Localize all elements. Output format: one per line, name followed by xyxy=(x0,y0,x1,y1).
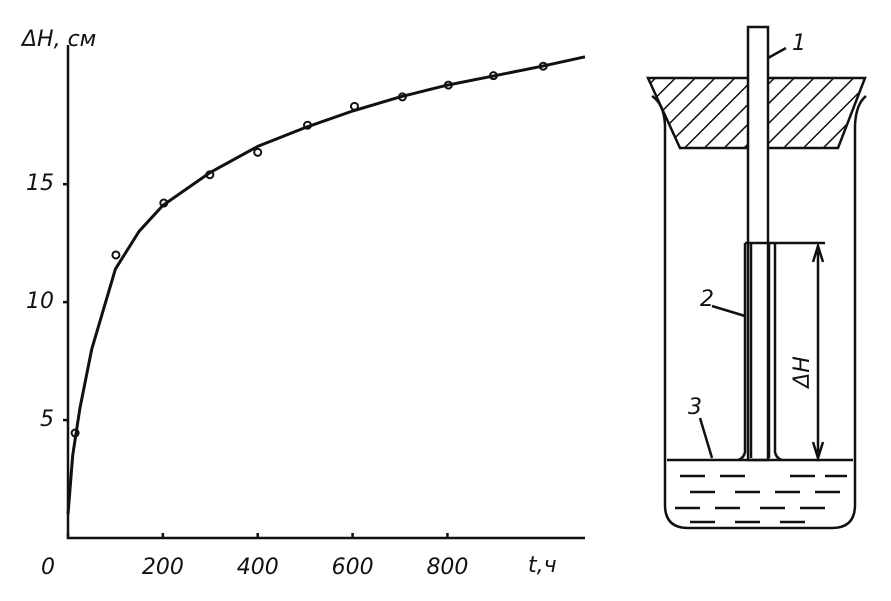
fit-curve xyxy=(66,55,586,515)
x-tick-label: 800 xyxy=(426,555,468,580)
y-tick-label: 15 xyxy=(26,171,54,196)
diagram-label: ΔH xyxy=(790,356,815,390)
y-tick-label: 5 xyxy=(40,407,54,432)
leader-lines xyxy=(698,46,787,459)
x-axis-label: t,ч xyxy=(528,553,557,578)
x-tick-label: 0 xyxy=(41,555,55,580)
tube xyxy=(737,241,825,462)
x-tick-label: 400 xyxy=(237,555,279,580)
diagram-label: 2 xyxy=(700,287,714,312)
y-tick-label: 10 xyxy=(26,289,54,314)
beaker xyxy=(651,94,867,530)
data-point xyxy=(111,250,121,260)
x-tick-label: 200 xyxy=(142,555,184,580)
y-axis-label: ΔH, см xyxy=(20,27,96,52)
diagram-label: 3 xyxy=(688,395,702,420)
dimension-arrow xyxy=(811,241,825,463)
x-tick-label: 600 xyxy=(332,555,374,580)
apparatus-diagram: 1 2 3 ΔH xyxy=(646,25,867,530)
liquid xyxy=(675,474,847,524)
data-point xyxy=(253,147,263,157)
diagram-label: 1 xyxy=(792,31,806,56)
